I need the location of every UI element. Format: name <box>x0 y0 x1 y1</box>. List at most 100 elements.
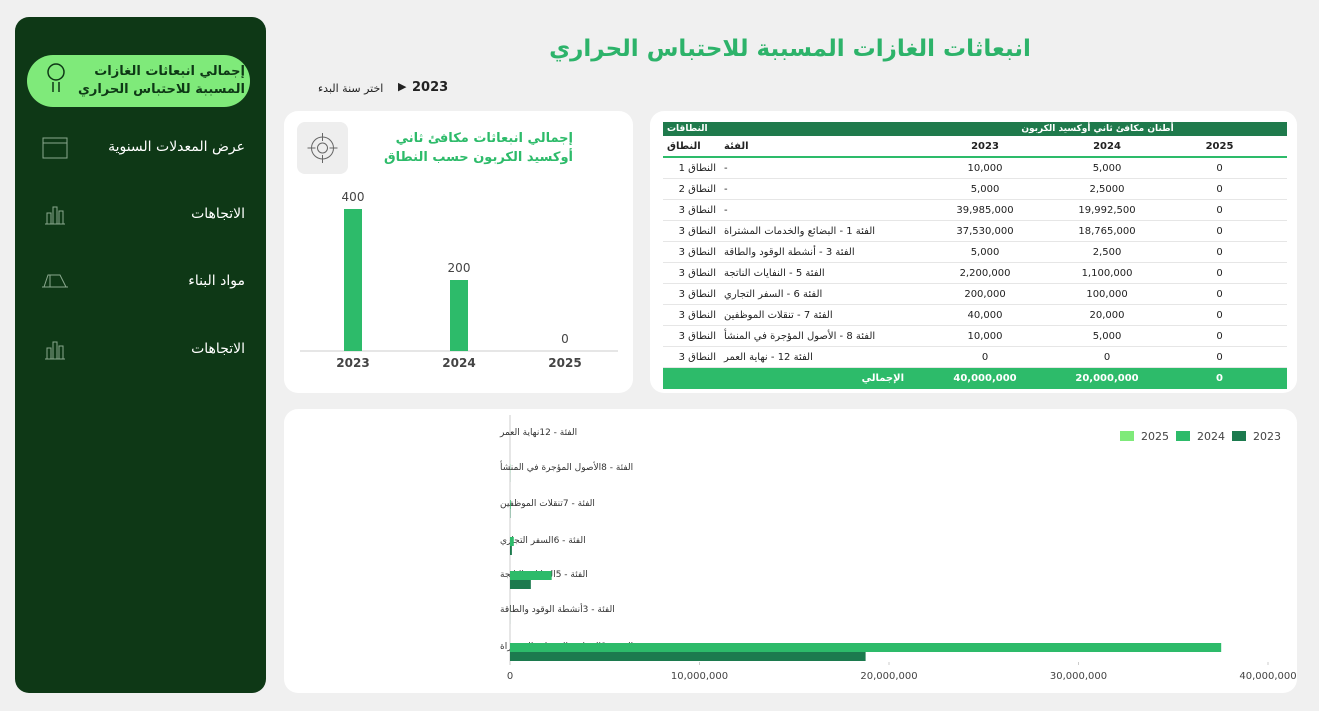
page-title: انبعاثات الغازات المسببة للاحتباس الحرار… <box>549 36 1031 62</box>
table-cell: 20,000 <box>1062 304 1153 326</box>
scope-card: إجمالي انبعاثات مكافئ ثاني أوكسيد الكربو… <box>284 111 633 393</box>
column-header: 2025 <box>1152 136 1288 158</box>
table-row: النطاق 3 الفئة 8 - الأصول المؤجرة في المن… <box>663 325 1288 347</box>
value-label: 400 <box>342 190 365 204</box>
bar <box>450 280 468 351</box>
nav-item[interactable]: عرض المعدلات السنوية <box>108 139 245 155</box>
sidebar: إجمالي انبعاثات الغازات المسببة للاحتباس… <box>15 17 266 693</box>
table-cell: 0 <box>1152 262 1288 284</box>
bar <box>344 209 362 351</box>
x-tick-label: 40,000,000 <box>1239 671 1296 682</box>
table-cell: 5,000 <box>908 241 1063 263</box>
table-group-header: النطاقات أطنان مكافئ ثاني أوكسيد الكربون <box>663 122 1288 136</box>
y-tick-label: الفئة - 3أنشطة الوقود والطاقة <box>500 603 615 615</box>
group-header: أطنان مكافئ ثاني أوكسيد الكربون <box>908 122 1288 136</box>
table-cell: - <box>720 199 909 221</box>
nav-item[interactable]: الاتجاهات <box>191 341 245 357</box>
nav-icon <box>42 274 68 288</box>
table-cell: 5,000 <box>1062 325 1153 347</box>
table-cell: 200,000 <box>908 283 1063 305</box>
legend-label: 2025 <box>1141 430 1169 443</box>
table-cell: 2,5000 <box>1062 178 1153 200</box>
table-cell: النطاق 3 <box>663 199 720 221</box>
x-tick-label: 2023 <box>336 356 369 370</box>
bar <box>510 652 866 661</box>
y-tick-label: الفئة - 7تنقلات الموظفين <box>500 499 595 509</box>
nav-icon <box>45 206 65 225</box>
group-header: النطاقات <box>663 122 909 136</box>
table-header: النطاق الفئة 2023 2024 2025 <box>663 136 1288 158</box>
table-cell: 18,765,000 <box>1062 220 1153 242</box>
bar <box>510 571 552 580</box>
table-cell: الفئة 5 - النفايات الناتجة <box>720 262 909 284</box>
x-tick-label: 20,000,000 <box>860 671 917 682</box>
nav-item[interactable]: إجمالي انبعاثات الغازات المسببة للاحتباس… <box>77 64 245 97</box>
column-header: 2023 <box>908 136 1063 158</box>
nav-item[interactable]: مواد البناء <box>188 273 245 289</box>
table-cell: النطاق 3 <box>663 262 720 284</box>
x-tick-label: 30,000,000 <box>1050 671 1107 682</box>
table-total: الإجمالي 40,000,000 20,000,000 0 <box>663 367 1288 389</box>
table-cell: 0 <box>1152 220 1288 242</box>
x-tick-label: 10,000,000 <box>671 671 728 682</box>
table-cell: الفئة 8 - الأصول المؤجرة في المنشأ <box>720 325 909 347</box>
legend-swatch <box>1120 431 1134 441</box>
table-row: النطاق 3 الفئة 5 - النفايات الناتجة 2,200,… <box>663 262 1288 284</box>
column-header: 2024 <box>1062 136 1153 158</box>
table-cell: 2,500 <box>1062 241 1153 263</box>
table-cell: 0 <box>1152 241 1288 263</box>
table-cell: النطاق 3 <box>663 241 720 263</box>
table-cell: 0 <box>1152 283 1288 305</box>
nav-icon <box>45 341 65 360</box>
target-icon <box>307 133 338 163</box>
card-icon <box>297 122 348 174</box>
y-tick-label: الفئة - 8الأصول المؤجرة في المنشأ <box>500 460 633 473</box>
table-cell: 0 <box>1152 304 1288 326</box>
table-cell: 0 <box>1152 325 1288 347</box>
table-cell: 1,100,000 <box>1062 262 1153 284</box>
table-cell: 40,000 <box>908 304 1063 326</box>
table-cell: 0 <box>1152 199 1288 221</box>
table-cell: 100,000 <box>1062 283 1153 305</box>
table-cell: النطاق 3 <box>663 220 720 242</box>
total-cell: 40,000,000 <box>908 367 1063 389</box>
table-cell: النطاق 2 <box>663 178 720 200</box>
bar <box>510 537 514 546</box>
table-row: النطاق 2-5,000 2,5000 0 <box>663 178 1288 200</box>
column-header: الفئة <box>720 136 909 158</box>
table-cell: 10,000 <box>908 157 1063 179</box>
value-label: 200 <box>448 261 471 275</box>
table-cell: النطاق 3 <box>663 283 720 305</box>
table-cell: 5,000 <box>1062 157 1153 179</box>
x-tick-label: 0 <box>507 671 513 682</box>
table-cell: الفئة 7 - تنقلات الموظفين <box>720 304 909 326</box>
emissions-table: النطاقات أطنان مكافئ ثاني أوكسيد الكربون ا… <box>663 122 1288 389</box>
table-cell: النطاق 3 <box>663 304 720 326</box>
y-tick-label: الفئة - 12نهاية العمر <box>499 428 577 438</box>
filter-value[interactable]: 2023 <box>412 80 449 95</box>
table-cell: الفئة 12 - نهاية العمر <box>720 346 909 368</box>
table-row: النطاق 3 الفئة 1 - البضائع والخدمات المشت… <box>663 220 1288 242</box>
table-cell: 0 <box>1152 346 1288 368</box>
table-cell: الفئة 6 - السفر التجاري <box>720 283 909 305</box>
table-cell: 0 <box>908 346 1063 368</box>
card-title: إجمالي انبعاثات مكافئ ثاني أوكسيد الكربو… <box>383 131 573 165</box>
filter-arrow[interactable]: ▶ <box>398 80 407 93</box>
bar <box>510 643 1222 652</box>
table-row: النطاق 3 الفئة 7 - تنقلات الموظفين 40,000 2… <box>663 304 1288 326</box>
table-cell: 10,000 <box>908 325 1063 347</box>
x-tick-label: 2024 <box>442 356 475 370</box>
x-tick-label: 2025 <box>548 356 581 370</box>
nav-item[interactable]: الاتجاهات <box>191 206 245 222</box>
table-row: النطاق 3 الفئة 6 - السفر التجاري 200,000 10… <box>663 283 1288 305</box>
table-cell: النطاق 3 <box>663 346 720 368</box>
nav-active[interactable] <box>27 55 250 107</box>
bar <box>510 546 512 555</box>
table-cell: 5,000 <box>908 178 1063 200</box>
column-header: النطاق <box>663 136 720 158</box>
table-row: النطاق 3 الفئة 12 - نهاية العمر 0 0 0 <box>663 346 1288 368</box>
table-cell: 0 <box>1152 178 1288 200</box>
value-label: 0 <box>561 332 569 346</box>
total-cell: 0 <box>1152 367 1288 389</box>
